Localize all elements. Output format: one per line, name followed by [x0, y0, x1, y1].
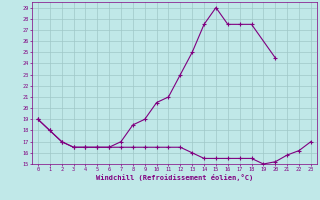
- X-axis label: Windchill (Refroidissement éolien,°C): Windchill (Refroidissement éolien,°C): [96, 174, 253, 181]
